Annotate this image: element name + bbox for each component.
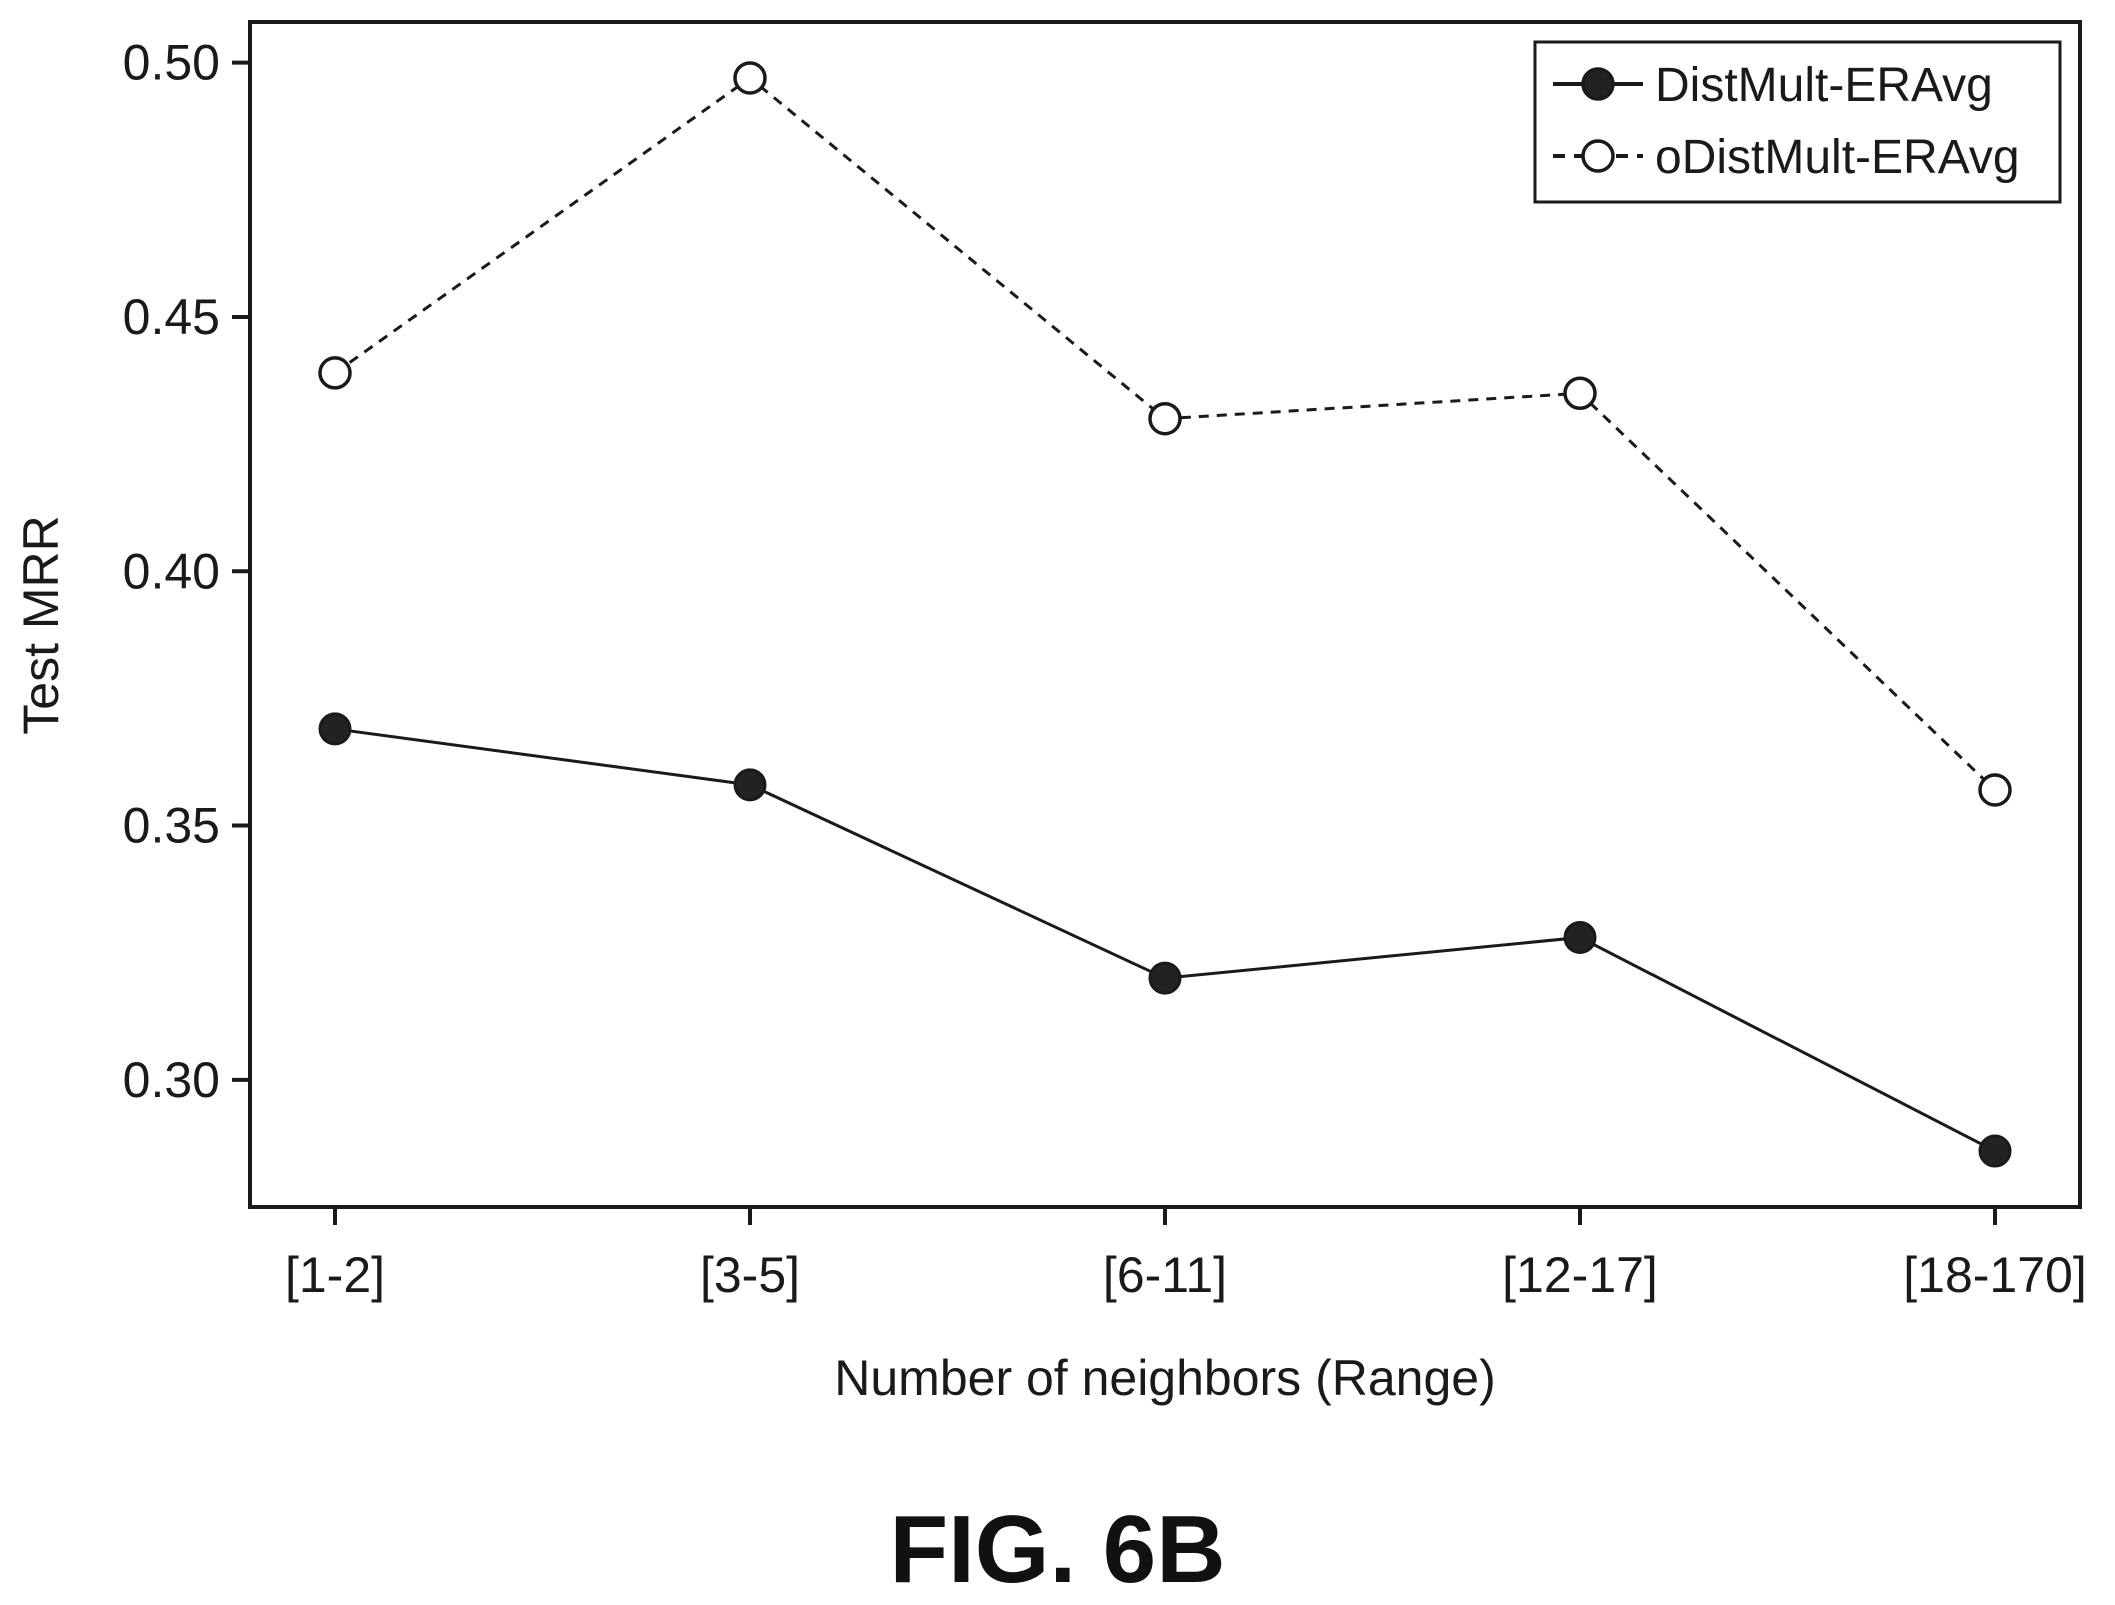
x-tick-label: [12-17] <box>1502 1247 1658 1303</box>
x-tick-label: [1-2] <box>285 1247 385 1303</box>
x-tick-label: [18-170] <box>1903 1247 2086 1303</box>
figure-caption: FIG. 6B <box>889 1496 1226 1603</box>
series-1 <box>318 61 2012 807</box>
data-point-open <box>1148 401 1182 436</box>
y-tick-label: 0.50 <box>123 35 220 91</box>
legend-marker <box>1581 139 1615 173</box>
legend-label: oDistMult-ERAvg <box>1655 131 2020 184</box>
y-tick-label: 0.30 <box>123 1052 220 1108</box>
data-point-filled <box>1563 920 1597 954</box>
legend-box <box>1533 40 2062 204</box>
data-point-filled <box>1978 1134 2012 1168</box>
legend-label: DistMult-ERAvg <box>1655 59 1993 112</box>
y-tick-label: 0.45 <box>123 289 220 345</box>
x-tick-label: [3-5] <box>700 1247 800 1303</box>
y-tick-label: 0.40 <box>123 543 220 599</box>
y-axis: 0.30 0.35 0.40 0.45 0.50 <box>123 35 250 1108</box>
legend: DistMult-ERAvg oDistMult-ERAvg <box>1533 40 2062 204</box>
x-tick-label: [6-11] <box>1103 1247 1227 1303</box>
x-axis-label: Number of neighbors (Range) <box>834 1350 1495 1406</box>
data-point-open <box>733 61 767 95</box>
data-point-open <box>1978 773 2012 807</box>
legend-entry: oDistMult-ERAvg <box>1553 131 2020 184</box>
plot-area <box>318 61 2012 1168</box>
y-tick-label: 0.35 <box>123 798 220 854</box>
legend-entry: DistMult-ERAvg <box>1553 59 1993 112</box>
series-0 <box>318 712 2012 1168</box>
legend-marker <box>1581 67 1615 101</box>
x-axis: [1-2] [3-5] [6-11] [12-17] [18-170] <box>285 1207 2087 1303</box>
data-point-filled <box>318 712 352 746</box>
data-point-open <box>1563 376 1597 411</box>
data-point-open <box>318 356 352 390</box>
y-axis-label: Test MRR <box>13 515 69 734</box>
data-point-filled <box>733 768 767 802</box>
series-line <box>334 727 1996 1153</box>
data-point-filled <box>1148 961 1182 995</box>
